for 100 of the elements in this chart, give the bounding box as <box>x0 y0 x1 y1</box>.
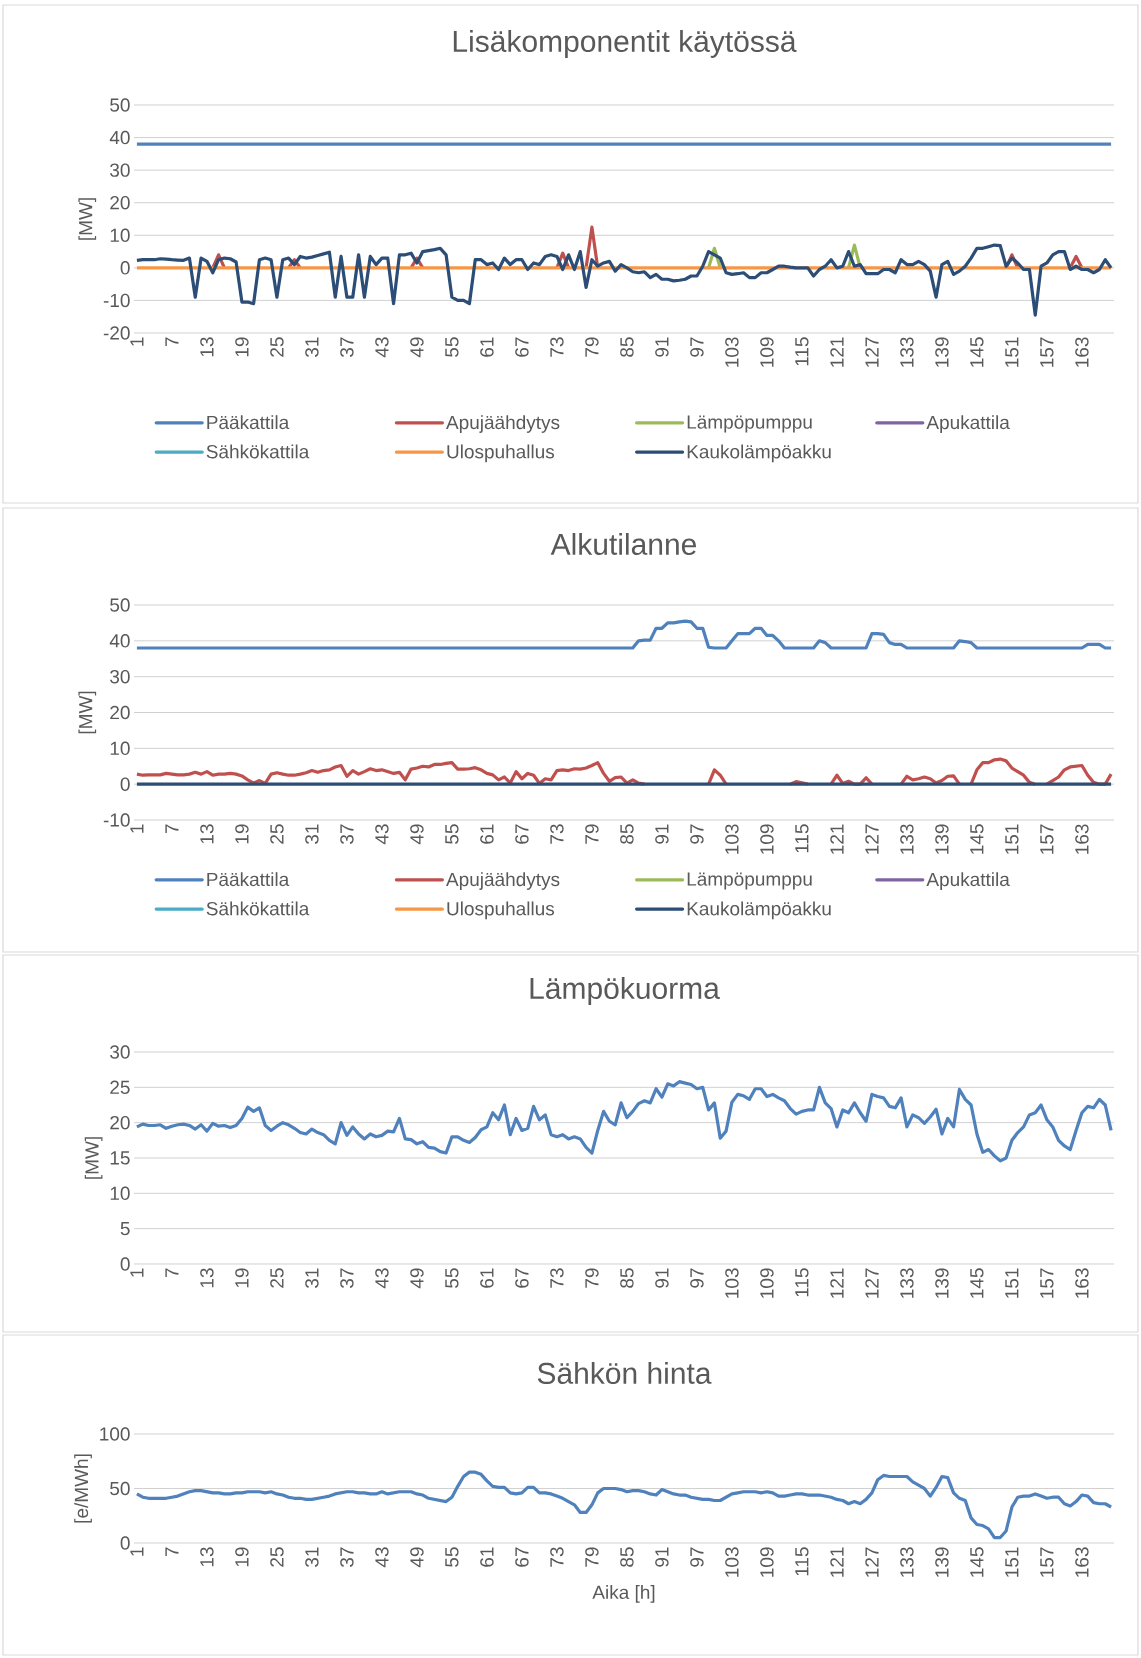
x-tick-label: 25 <box>270 1547 284 1567</box>
x-tick-label: 109 <box>760 824 774 854</box>
legend-label: Apukattila <box>926 872 1010 890</box>
x-tick-label: 13 <box>200 337 214 357</box>
x-tick-label: 133 <box>900 1268 914 1298</box>
x-tick-label: 109 <box>760 337 774 367</box>
x-tick-label: 139 <box>935 337 949 367</box>
legend-label: Apujäähdytys <box>446 872 560 890</box>
x-tick-label: 85 <box>620 824 634 844</box>
x-tick-label: 49 <box>410 337 424 358</box>
x-tick-label: 19 <box>235 824 249 844</box>
x-tick-label: 145 <box>970 1268 984 1298</box>
x-tick-label: 115 <box>795 1268 809 1297</box>
x-tick-label: 37 <box>340 1547 354 1567</box>
x-tick-label: 61 <box>480 1268 494 1288</box>
y-tick-label: -20 <box>103 326 130 340</box>
x-tick-label: 43 <box>375 1268 389 1289</box>
x-tick-label: 49 <box>410 1268 424 1289</box>
x-tick-label: 67 <box>515 1547 529 1567</box>
x-tick-label: 127 <box>865 337 879 367</box>
x-tick-label: 1 <box>130 1268 144 1277</box>
legend-label: Ulospuhallus <box>447 444 555 463</box>
x-tick-label: 25 <box>270 337 284 357</box>
y-tick-label: 20 <box>110 195 130 210</box>
x-tick-label: 61 <box>480 824 494 844</box>
legend-label: Kaukolämpöakku <box>687 444 831 463</box>
x-tick-label: 133 <box>900 337 914 367</box>
x-tick-label: 151 <box>1005 1547 1019 1577</box>
x-tick-label: 7 <box>165 1268 179 1278</box>
y-tick-label: 0 <box>120 1257 130 1271</box>
y-tick-label: 50 <box>110 1481 130 1496</box>
x-tick-label: 121 <box>830 1547 844 1577</box>
y-tick-label: 50 <box>110 98 130 112</box>
y-tick-label: 50 <box>110 598 130 612</box>
x-tick-label: 85 <box>620 1547 634 1567</box>
y-tick-label: -10 <box>103 293 130 308</box>
y-tick-label: 30 <box>110 669 130 684</box>
x-tick-label: 91 <box>655 824 669 844</box>
x-tick-label: 49 <box>410 824 424 845</box>
y-tick-label: 100 <box>100 1427 130 1441</box>
x-tick-label: 163 <box>1075 337 1089 367</box>
legend-label: Apujäähdytys <box>446 415 560 433</box>
x-tick-label: 139 <box>935 1547 949 1577</box>
x-tick-label: 67 <box>515 1268 529 1288</box>
x-tick-label: 13 <box>200 1268 214 1288</box>
x-tick-label: 7 <box>165 337 179 347</box>
x-tick-label: 79 <box>585 824 599 844</box>
x-tick-label: 163 <box>1075 1547 1089 1577</box>
x-tick-label: 19 <box>235 1268 249 1288</box>
x-tick-label: 85 <box>620 337 634 357</box>
x-tick-label: 73 <box>550 1547 564 1567</box>
x-tick-label: 157 <box>1040 1268 1054 1298</box>
x-tick-label: 31 <box>305 824 319 844</box>
y-tick-label: 15 <box>110 1151 130 1165</box>
x-tick-label: 1 <box>130 824 144 833</box>
x-tick-label: 49 <box>410 1547 424 1568</box>
x-tick-label: 91 <box>655 1547 669 1567</box>
y-axis-title: [MW] <box>78 691 97 734</box>
y-tick-label: 0 <box>120 1536 130 1550</box>
x-tick-label: 97 <box>690 337 704 357</box>
x-tick-label: 127 <box>865 1268 879 1298</box>
x-tick-label: 19 <box>235 337 249 357</box>
x-tick-label: 139 <box>935 1268 949 1298</box>
legend-label: Kaukolämpöakku <box>687 901 831 920</box>
x-tick-label: 97 <box>690 1547 704 1567</box>
x-tick-label: 67 <box>515 824 529 844</box>
legend-label: Pääkattila <box>207 415 290 430</box>
x-tick-label: 73 <box>550 337 564 357</box>
x-tick-label: 103 <box>725 1547 739 1577</box>
x-tick-label: 1 <box>130 1547 144 1556</box>
y-tick-label: 20 <box>110 705 130 720</box>
x-tick-label: 7 <box>165 824 179 834</box>
x-tick-label: 73 <box>550 824 564 844</box>
x-tick-label: 103 <box>725 824 739 854</box>
x-tick-label: 151 <box>1005 824 1019 854</box>
legend-label: Sähkökattila <box>206 444 310 459</box>
y-tick-label: 10 <box>110 228 130 243</box>
x-tick-label: 25 <box>270 824 284 844</box>
line-series <box>135 1080 1113 1163</box>
x-tick-label: 91 <box>655 337 669 357</box>
legend-label: Lämpöpumppu <box>687 872 812 890</box>
x-tick-label: 115 <box>795 337 809 366</box>
legend-label: Sähkökattila <box>206 901 310 916</box>
x-tick-label: 25 <box>270 1268 284 1288</box>
x-tick-label: 85 <box>620 1268 634 1288</box>
y-axis-title: [MW] <box>84 1137 103 1179</box>
x-tick-label: 1 <box>130 337 144 346</box>
y-tick-label: 40 <box>109 634 130 648</box>
x-tick-label: 157 <box>1040 337 1054 367</box>
x-tick-label: 91 <box>655 1268 669 1288</box>
x-tick-label: 103 <box>725 1268 739 1298</box>
legend-label: Apukattila <box>926 415 1010 433</box>
x-tick-label: 151 <box>1005 337 1019 367</box>
x-tick-label: 31 <box>305 1547 319 1567</box>
x-tick-label: 13 <box>200 824 214 844</box>
y-tick-label: 10 <box>110 741 130 756</box>
x-tick-label: 31 <box>305 337 319 357</box>
x-tick-label: 55 <box>445 824 459 844</box>
y-axis-title: [MW] <box>78 198 97 240</box>
x-tick-label: 55 <box>445 337 459 357</box>
